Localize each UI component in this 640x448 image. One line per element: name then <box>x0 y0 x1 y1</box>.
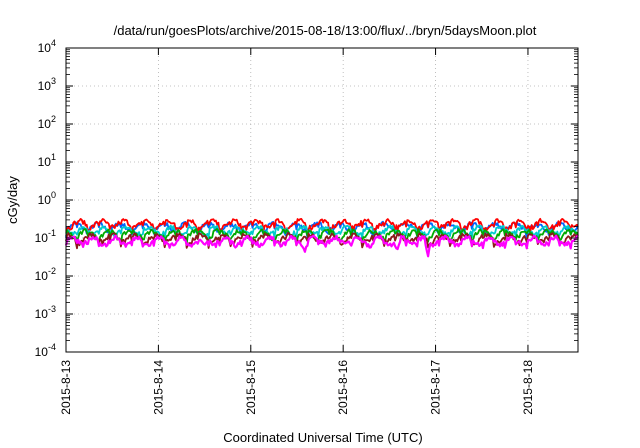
x-tick-label: 2015-8-18 <box>521 360 535 415</box>
y-tick-exponent: 3 <box>51 76 56 86</box>
y-tick-label: 10-3 <box>35 304 56 321</box>
y-tick-base: 10 <box>38 41 52 55</box>
y-axis-label: cGy/day <box>5 176 20 224</box>
x-tick-label: 2015-8-17 <box>429 360 443 415</box>
x-tick-label: 2015-8-16 <box>336 360 350 415</box>
y-tick-label: 102 <box>38 114 56 131</box>
y-tick-label: 101 <box>38 152 56 169</box>
series-line <box>65 217 579 235</box>
y-tick-base: 10 <box>35 231 49 245</box>
series-line <box>64 234 579 258</box>
chart-title: /data/run/goesPlots/archive/2015-08-18/1… <box>114 23 537 38</box>
y-tick-base: 10 <box>35 345 49 359</box>
y-tick-base: 10 <box>35 307 49 321</box>
x-tick-labels: 2015-8-13 2015-8-14 2015-8-15 2015-8-16 2015… <box>59 360 535 415</box>
y-tick-label: 100 <box>38 190 56 207</box>
series-group <box>64 217 579 258</box>
grid <box>66 48 578 352</box>
y-tick-exponent: 1 <box>51 152 56 162</box>
y-tick-exponent: 2 <box>51 114 56 124</box>
y-tick-base: 10 <box>38 79 52 93</box>
series-line <box>65 224 579 240</box>
y-tick-base: 10 <box>35 269 49 283</box>
ticks <box>65 47 578 353</box>
y-tick-base: 10 <box>38 193 52 207</box>
y-tick-label: 10-1 <box>35 228 56 245</box>
x-tick-label: 2015-8-13 <box>59 360 73 415</box>
y-tick-exponent: -4 <box>48 342 56 352</box>
y-tick-label: 103 <box>38 76 56 93</box>
y-tick-exponent: 0 <box>51 190 56 200</box>
y-tick-exponent: -3 <box>48 304 56 314</box>
y-tick-label: 10-4 <box>35 342 56 359</box>
y-tick-exponent: -1 <box>48 228 56 238</box>
y-tick-base: 10 <box>38 155 52 169</box>
y-tick-exponent: 4 <box>51 38 56 48</box>
y-tick-label: 104 <box>38 38 56 55</box>
x-axis-label: Coordinated Universal Time (UTC) <box>223 430 422 445</box>
y-tick-base: 10 <box>38 117 52 131</box>
x-tick-label: 2015-8-15 <box>244 360 258 415</box>
y-tick-exponent: -2 <box>48 266 56 276</box>
x-tick-label: 2015-8-14 <box>151 360 165 415</box>
y-tick-label: 10-2 <box>35 266 56 283</box>
